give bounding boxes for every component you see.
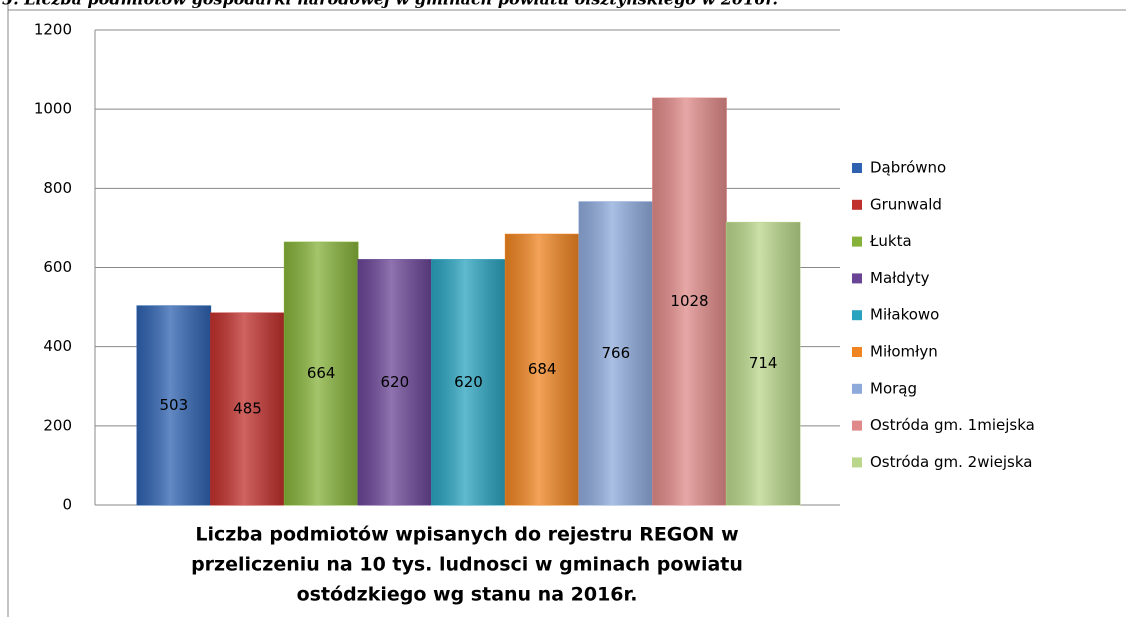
legend-label: Grunwald [870,195,942,213]
bar-shine [505,234,579,505]
y-tick-label: 0 [62,496,72,514]
data-label: 503 [160,396,189,414]
x-axis-label: przeliczeniu na 10 tys. ludnosci w gmina… [191,554,743,576]
data-label: 664 [307,364,336,382]
y-tick-label: 1200 [34,21,72,39]
bar-shine [358,259,432,505]
bar-shine [652,98,727,505]
data-label: 714 [749,354,778,372]
y-tick-label: 400 [43,337,72,355]
x-axis-label: Liczba podmiotów wpisanych do rejestru R… [195,524,738,546]
legend-label: Miłomłyn [870,343,938,361]
y-tick-label: 600 [43,258,72,276]
data-label: 620 [381,373,410,391]
y-tick-label: 800 [43,179,72,197]
legend-swatch [852,163,862,173]
legend-swatch [852,273,862,284]
legend-swatch [852,420,862,431]
legend-swatch [852,347,862,357]
data-label: 684 [528,360,557,378]
bar-shine [284,242,358,505]
legend-swatch [852,199,862,210]
legend-swatch [852,236,862,247]
bar-shine [431,259,506,505]
y-tick-label: 1000 [34,100,72,118]
data-label: 766 [602,344,631,362]
legend-label: Łukta [869,232,912,250]
legend-label: Małdyty [870,269,930,287]
bar-shine [579,201,653,505]
legend-label: Miłakowo [870,306,939,324]
data-label: 1028 [670,292,708,310]
data-label: 485 [233,400,262,418]
bar-shine [137,305,211,505]
legend-swatch [852,457,862,468]
legend-label: Dąbrówno [870,159,946,177]
x-axis-label: ostódzkiego wg stanu na 2016r. [297,584,638,606]
bar-shine [726,222,800,505]
y-tick-label: 200 [43,416,72,434]
legend-swatch [852,310,862,321]
legend-swatch [852,383,862,394]
page-title: 5. Liczba podmiotów gospodarki narodowej… [2,0,778,9]
legend-label: Ostróda gm. 2wiejska [870,453,1032,471]
legend-label: Ostróda gm. 1miejska [870,416,1035,434]
data-label: 620 [454,373,483,391]
bar-shine [210,313,285,505]
legend-label: Morąg [870,379,917,397]
